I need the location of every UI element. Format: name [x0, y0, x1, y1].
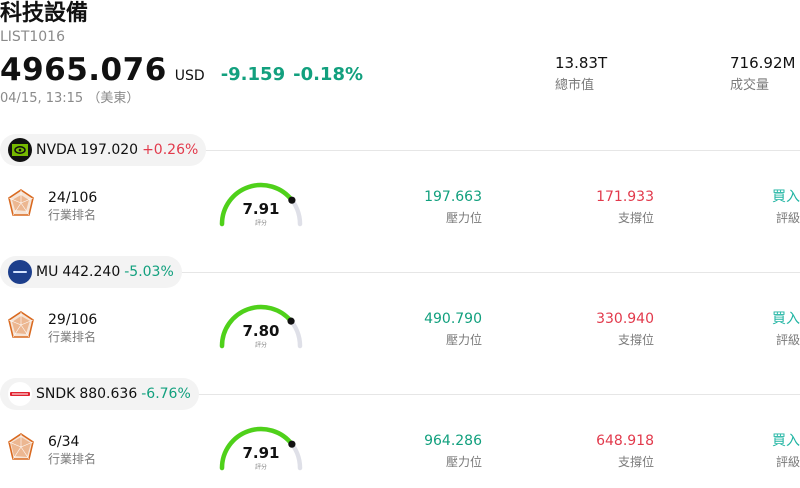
divider: [0, 150, 800, 151]
score-gauge: [219, 182, 303, 227]
divider: [0, 394, 800, 395]
micron-logo-icon: [8, 260, 32, 284]
gauge-marker: [288, 196, 296, 204]
support-label: 支撐位: [617, 333, 654, 347]
stock-change-pct: -5.03%: [124, 264, 174, 280]
score-gauge: [219, 426, 303, 471]
price-row: 4965.076 USD -9.159 -0.18%: [0, 52, 363, 92]
score-value: 7.91: [242, 200, 280, 218]
stock-symbol: NVDA: [36, 142, 77, 158]
rating-block: 買入 評級: [660, 432, 800, 470]
sandisk-logo-icon: [8, 382, 32, 406]
rating-label: 評級: [775, 455, 800, 469]
support-block: 648.918 支撐位: [514, 432, 654, 470]
rating-value: 買入: [772, 433, 800, 449]
price-currency: USD: [174, 68, 205, 84]
resistance-value: 490.790: [424, 311, 482, 327]
market-cap-value: 13.83T: [555, 54, 608, 72]
market-cap-label: 總市值: [555, 78, 595, 93]
volume-value: 716.92M: [730, 54, 796, 72]
rating-block: 買入 評級: [660, 310, 800, 348]
stock-symbol: MU: [36, 264, 59, 280]
divider: [0, 272, 800, 273]
index-code: LIST1016: [0, 29, 65, 45]
stock-change-pct: -6.76%: [141, 386, 191, 402]
quote-time: 04/15, 13:15 （美東）: [0, 91, 140, 106]
radar-chart-icon: [8, 311, 34, 338]
support-block: 171.933 支撐位: [514, 188, 654, 226]
industry-rank-value: 24/106: [48, 190, 98, 206]
resistance-value: 197.663: [424, 189, 482, 205]
industry-rank-label: 行業排名: [48, 208, 97, 222]
gauge-fill: [219, 182, 295, 227]
stock-symbol: SNDK: [36, 386, 76, 402]
support-value: 171.933: [596, 189, 654, 205]
resistance-label: 壓力位: [445, 333, 482, 347]
support-value: 330.940: [596, 311, 654, 327]
stock-price: 880.636: [79, 386, 138, 402]
stock-price: 197.020: [80, 142, 139, 158]
stock-change-pct: +0.26%: [142, 142, 199, 158]
industry-rank-value: 6/34: [48, 434, 80, 450]
rating-value: 買入: [772, 311, 800, 327]
rating-label: 評級: [775, 333, 800, 347]
stock-tag[interactable]: NVDA 197.020 +0.26%: [0, 134, 207, 166]
volume-stat: 716.92M 成交量: [730, 53, 795, 95]
support-block: 330.940 支撐位: [514, 310, 654, 348]
stock-tag[interactable]: MU 442.240 -5.03%: [0, 256, 182, 288]
industry-rank-value: 29/106: [48, 312, 98, 328]
score-value: 7.91: [242, 444, 280, 462]
stock-price: 442.240: [62, 264, 121, 280]
resistance-label: 壓力位: [445, 211, 482, 225]
industry-rank-label: 行業排名: [48, 330, 97, 344]
index-price: 4965.076: [0, 52, 167, 88]
index-title: 科技設備: [0, 1, 89, 26]
radar-chart-icon: [8, 433, 34, 460]
resistance-block: 490.790 壓力位: [342, 310, 482, 348]
support-value: 648.918: [596, 433, 654, 449]
rating-block: 買入 評級: [660, 188, 800, 226]
rating-value: 買入: [772, 189, 800, 205]
resistance-value: 964.286: [424, 433, 482, 449]
nvidia-logo-icon: [8, 138, 32, 162]
rating-label: 評級: [775, 211, 800, 225]
industry-rank-label: 行業排名: [48, 452, 97, 466]
resistance-block: 197.663 壓力位: [342, 188, 482, 226]
radar-chart-icon: [8, 189, 34, 216]
price-change: -9.159: [220, 64, 286, 85]
score-label: 評分: [254, 220, 267, 227]
volume-label: 成交量: [730, 78, 770, 93]
gauge-fill: [219, 304, 294, 349]
gauge-fill: [219, 426, 295, 471]
score-label: 評分: [254, 342, 267, 349]
price-change-pct: -0.18%: [293, 64, 364, 85]
stock-tag[interactable]: SNDK 880.636 -6.76%: [0, 378, 199, 410]
score-gauge: [219, 304, 303, 349]
resistance-block: 964.286 壓力位: [342, 432, 482, 470]
resistance-label: 壓力位: [445, 455, 482, 469]
support-label: 支撐位: [617, 455, 654, 469]
score-value: 7.80: [242, 322, 280, 340]
market-cap-stat: 13.83T 總市值: [555, 53, 607, 95]
support-label: 支撐位: [617, 211, 654, 225]
gauge-marker: [287, 317, 295, 325]
score-label: 評分: [254, 464, 267, 471]
gauge-marker: [288, 440, 296, 448]
